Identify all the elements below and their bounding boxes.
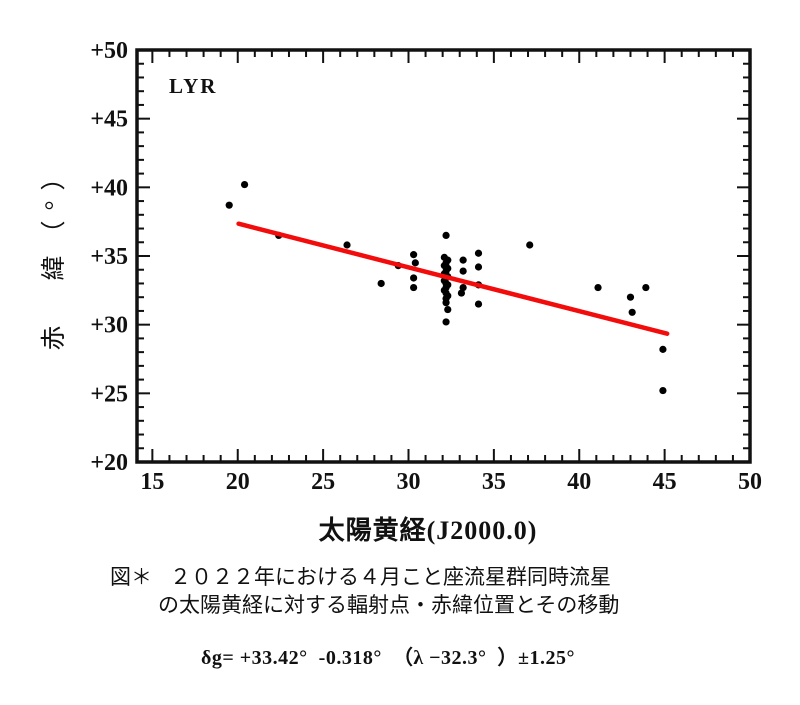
figure-caption-label: 図＊ bbox=[110, 565, 152, 589]
figure-caption-text: ２０２２年における４月こと座流星群同時流星 bbox=[170, 565, 611, 589]
data-point bbox=[628, 308, 636, 316]
data-point bbox=[642, 283, 650, 292]
data-point bbox=[444, 305, 452, 314]
y-tick-label: +40 bbox=[90, 175, 128, 201]
data-point bbox=[410, 251, 418, 259]
y-tick-label: +20 bbox=[90, 450, 128, 476]
x-tick-label: 45 bbox=[653, 469, 677, 495]
x-tick-label: 40 bbox=[567, 469, 591, 495]
y-tick-label: +50 bbox=[90, 38, 128, 64]
data-point bbox=[442, 299, 450, 307]
x-tick-label: 25 bbox=[311, 469, 335, 495]
data-point bbox=[459, 283, 467, 292]
data-point bbox=[459, 256, 467, 264]
data-point bbox=[442, 231, 450, 239]
data-point bbox=[240, 180, 249, 189]
figure-caption-line2: の太陽黄経に対する輻射点・赤緯位置とその移動 bbox=[158, 593, 620, 617]
data-point bbox=[594, 283, 602, 292]
data-point bbox=[526, 241, 534, 249]
data-point bbox=[410, 283, 418, 292]
data-point bbox=[343, 241, 351, 249]
trend-line bbox=[236, 221, 670, 336]
x-tick-label: 50 bbox=[738, 469, 762, 495]
x-tick-label: 30 bbox=[396, 469, 420, 495]
data-point bbox=[459, 267, 467, 275]
y-tick-label: +35 bbox=[90, 244, 128, 270]
y-tick-label: +45 bbox=[90, 107, 128, 133]
data-point bbox=[659, 386, 667, 395]
data-point bbox=[626, 293, 635, 301]
data-point bbox=[659, 345, 667, 353]
x-tick-label: 20 bbox=[226, 469, 250, 495]
figure-caption-line1: 図＊ ２０２２年における４月こと座流星群同時流星 bbox=[110, 561, 611, 591]
scatter-plot: 15 20 25 30 35 40 45 50 +20 +25 +30 +35 +40 +45 +50 bbox=[90, 38, 762, 495]
data-point bbox=[377, 279, 385, 288]
x-tick-label: 15 bbox=[140, 469, 164, 495]
y-axis-title: 赤 緯（°） bbox=[41, 155, 68, 351]
data-point bbox=[474, 300, 483, 308]
x-axis-title: 太陽黄経(J2000.0) bbox=[318, 516, 538, 545]
x-tick-label: 35 bbox=[482, 469, 506, 495]
data-point bbox=[474, 263, 483, 271]
data-point bbox=[411, 259, 419, 267]
data-point bbox=[225, 201, 233, 209]
data-point bbox=[474, 249, 483, 257]
y-tick-label: +30 bbox=[90, 313, 128, 339]
data-point bbox=[410, 274, 418, 282]
series-label: LYR bbox=[169, 74, 218, 98]
data-point bbox=[457, 289, 466, 297]
data-point bbox=[442, 318, 450, 326]
y-tick-label: +25 bbox=[90, 381, 128, 407]
regression-formula: δg= +33.42° -0.318° （λ −32.3° ）±1.25° bbox=[201, 647, 576, 669]
